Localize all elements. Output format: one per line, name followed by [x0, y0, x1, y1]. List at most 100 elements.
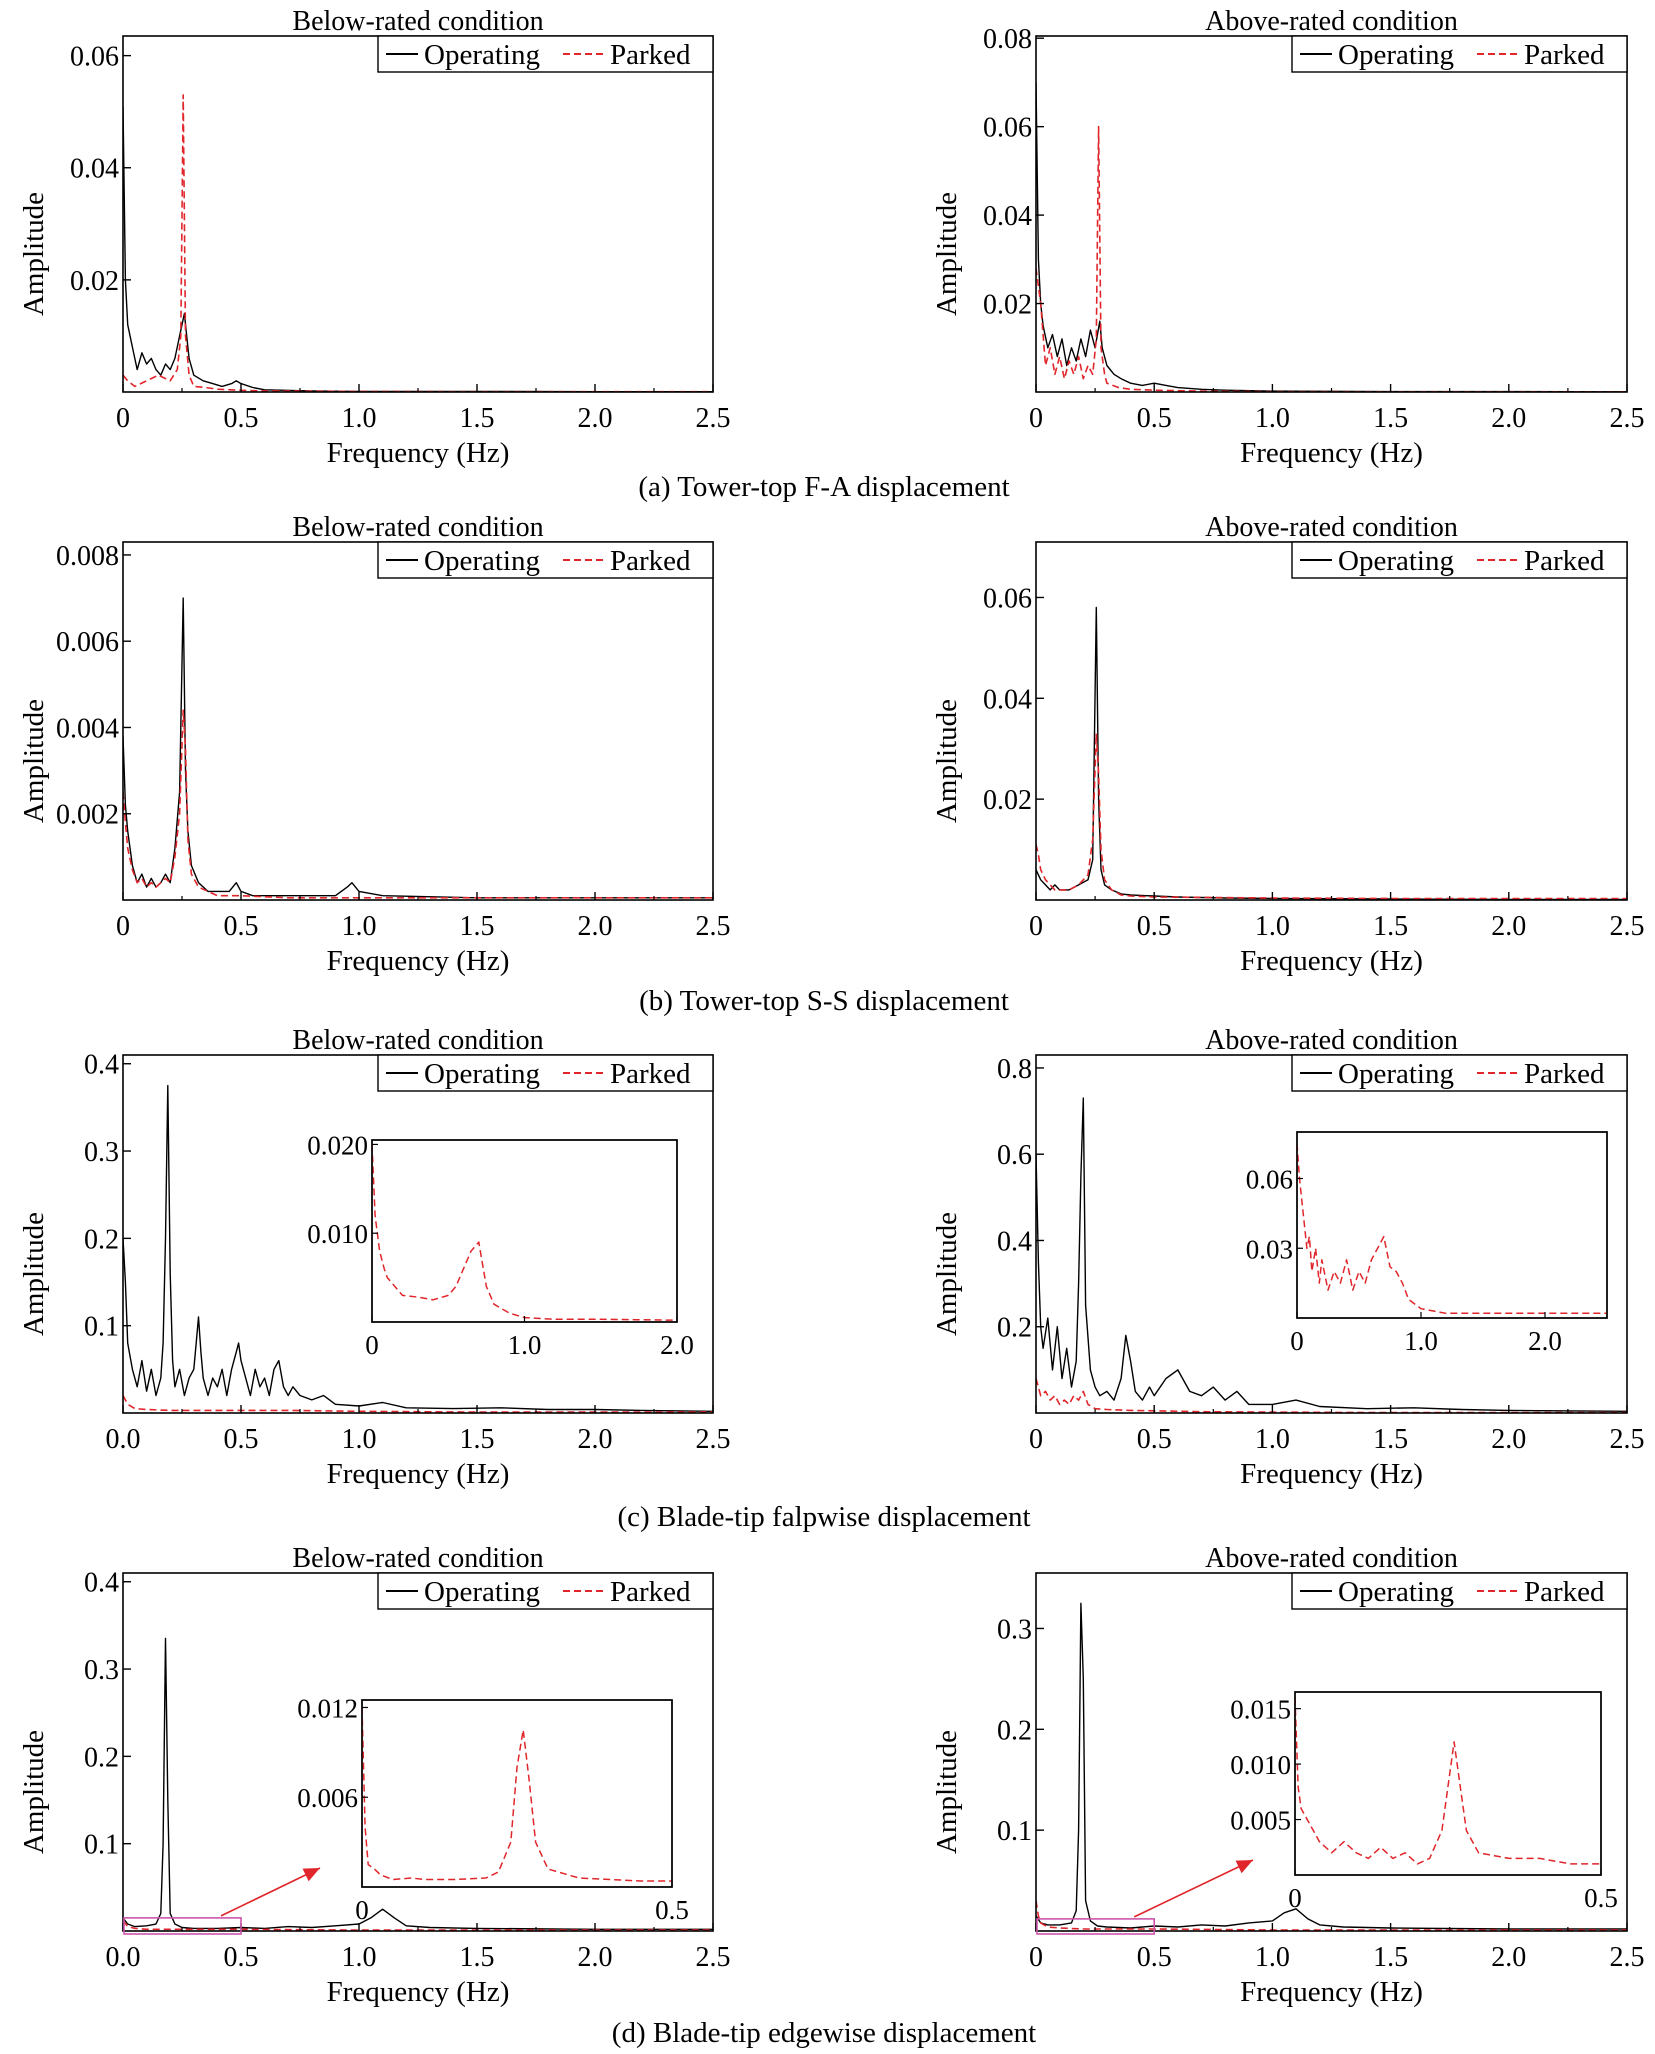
x-axis-label: Frequency (Hz) [1240, 945, 1423, 977]
series-group [123, 1637, 713, 1931]
inset-frame-bg [361, 1699, 673, 1888]
legend: Operating Parked [377, 541, 714, 579]
chart-a-below: Below-rated condition 0 0.5 1.0 1.5 2.0 2.5 0.0… [18, 6, 731, 469]
series-line-operating [1036, 82, 1627, 392]
legend-box [1291, 1054, 1628, 1092]
zoom-box [123, 1917, 242, 1935]
x-tick-label: 1.0 [342, 911, 377, 942]
x-tick-label: 1.0 [342, 1424, 377, 1455]
chart-title: Below-rated condition [292, 1025, 543, 1056]
x-tick-label: 1.0 [1255, 1942, 1290, 1973]
inset-x-tick-label: 1.0 [1404, 1326, 1438, 1356]
x-tick-label: 1.5 [1373, 911, 1408, 942]
x-tick-label: 2.5 [696, 1942, 731, 1973]
chart-title: Below-rated condition [292, 512, 543, 543]
inset-series-group [1297, 1143, 1607, 1315]
x-tick-label: 2.5 [696, 1424, 731, 1455]
x-tick-label: 0.5 [1137, 1942, 1172, 1973]
chart-title: Above-rated condition [1205, 6, 1458, 37]
x-tick-label: 0.0 [106, 1424, 141, 1455]
inset-x-tick-label: 1.0 [508, 1330, 542, 1360]
legend-label-operating: Operating [1338, 545, 1454, 577]
legend: Operating Parked [377, 35, 714, 73]
y-tick-label: 0.008 [56, 541, 119, 572]
legend-label-operating: Operating [424, 545, 540, 577]
chart-b-above: Above-rated condition 0 0.5 1.0 1.5 2.0 2.5 0.0… [931, 512, 1645, 977]
legend-box [377, 35, 714, 73]
legend-label-parked: Parked [1524, 1058, 1605, 1090]
inset-y-tick-label: 0.03 [1246, 1234, 1293, 1264]
y-tick-label: 0.004 [56, 713, 119, 744]
x-axis-label: Frequency (Hz) [1240, 437, 1423, 469]
series-group [1036, 1097, 1627, 1413]
inset-x-tick-label: 0.5 [655, 1895, 689, 1925]
inset-frame-bg [1296, 1131, 1608, 1319]
y-tick-label: 0.06 [983, 113, 1032, 144]
chart-b-below: Below-rated condition 0 0.5 1.0 1.5 2.0 2.5 0.0… [18, 512, 731, 977]
y-tick-label: 0.8 [997, 1054, 1032, 1085]
x-tick-label: 2.0 [578, 403, 613, 434]
legend: Operating Parked [377, 1572, 714, 1610]
chart-title: Below-rated condition [292, 6, 543, 37]
x-tick-label: 2.5 [1610, 403, 1645, 434]
inset-x-tick-label: 0 [1290, 1326, 1304, 1356]
y-axis-label: Amplitude [18, 1212, 50, 1336]
y-tick-label: 0.4 [84, 1568, 119, 1599]
x-axis-label: Frequency (Hz) [327, 945, 510, 977]
series-line-parked [123, 709, 713, 899]
series-line-operating [123, 597, 713, 899]
x-axis-label: Frequency (Hz) [327, 1458, 510, 1490]
chart-d-above: Above-rated condition 0 0.5 1.0 1.5 2.0 2.5 0.1… [931, 1543, 1645, 2008]
y-tick-label: 0.06 [70, 42, 119, 73]
legend-label-parked: Parked [1524, 39, 1605, 71]
x-tick-label: 1.5 [1373, 1942, 1408, 1973]
legend-label-operating: Operating [424, 1058, 540, 1090]
legend: Operating Parked [1291, 35, 1628, 73]
y-axis-label: Amplitude [931, 699, 963, 823]
legend: Operating Parked [1291, 1572, 1628, 1610]
y-tick-label: 0.06 [983, 583, 1032, 614]
legend: Operating Parked [1291, 541, 1628, 579]
legend-label-parked: Parked [1524, 545, 1605, 577]
y-tick-label: 0.08 [983, 24, 1032, 55]
legend-label-operating: Operating [1338, 1576, 1454, 1608]
x-tick-label: 2.0 [578, 1942, 613, 1973]
inset-series-line-parked [362, 1707, 672, 1882]
x-axis-label: Frequency (Hz) [1240, 1976, 1423, 2008]
legend: Operating Parked [377, 1054, 714, 1092]
legend-box [1291, 541, 1628, 579]
series-group [123, 597, 713, 899]
y-axis-label: Amplitude [931, 192, 963, 316]
inset-y-tick-label: 0.010 [307, 1219, 368, 1249]
y-tick-label: 0.02 [983, 785, 1032, 816]
legend-label-operating: Operating [1338, 1058, 1454, 1090]
legend: Operating Parked [1291, 1054, 1628, 1092]
chart-title: Above-rated condition [1205, 512, 1458, 543]
x-tick-label: 0.5 [1137, 403, 1172, 434]
inset-series-line-parked [372, 1144, 677, 1321]
inset-frame [1296, 1131, 1608, 1319]
inset-series-line-parked [1297, 1143, 1607, 1315]
legend-label-parked: Parked [1524, 1576, 1605, 1608]
legend-label-operating: Operating [424, 1576, 540, 1608]
x-tick-label: 1.5 [1373, 1424, 1408, 1455]
legend-box [377, 1572, 714, 1610]
inset-series-group [362, 1707, 672, 1882]
x-axis-label: Frequency (Hz) [1240, 1458, 1423, 1490]
y-tick-label: 0.006 [56, 627, 119, 658]
y-tick-label: 0.1 [84, 1830, 119, 1861]
caption-b: (b) Tower-top S-S displacement [639, 985, 1009, 1017]
y-axis-label: Amplitude [18, 1730, 50, 1854]
inset: 0 0.5 0.005 0.010 0.015 [1230, 1691, 1618, 1913]
y-tick-label: 0.02 [983, 290, 1032, 321]
chart-c-below: Below-rated condition 0.0 0.5 1.0 1.5 2.0 2.5 0… [18, 1025, 731, 1490]
caption-c: (c) Blade-tip falpwise displacement [617, 1501, 1030, 1533]
x-axis-label: Frequency (Hz) [327, 1976, 510, 2008]
inset-x-tick-label: 2.0 [660, 1330, 694, 1360]
x-tick-label: 1.0 [1255, 1424, 1290, 1455]
x-tick-label: 0.5 [224, 1942, 259, 1973]
series-group [123, 1084, 713, 1413]
x-axis-label: Frequency (Hz) [327, 437, 510, 469]
inset-x-tick-label: 0.5 [1584, 1883, 1618, 1913]
y-axis-label: Amplitude [18, 699, 50, 823]
